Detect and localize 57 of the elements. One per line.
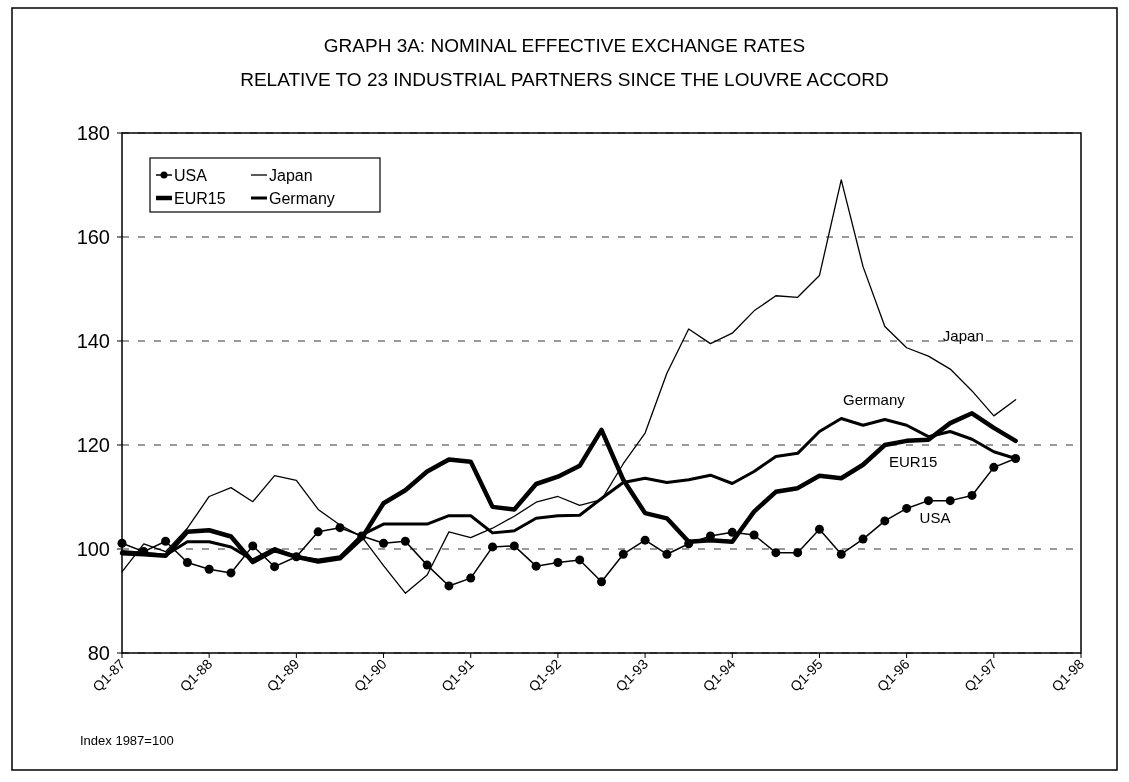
point — [880, 516, 890, 526]
point — [575, 555, 585, 565]
point — [182, 558, 192, 568]
point — [836, 549, 846, 559]
point — [989, 462, 999, 472]
chart-title: GRAPH 3A: NOMINAL EFFECTIVE EXCHANGE RATES — [323, 35, 806, 56]
legend-label: Germany — [269, 190, 335, 207]
point — [771, 548, 781, 558]
point — [597, 577, 606, 587]
point — [1011, 454, 1021, 464]
point — [509, 541, 519, 551]
point — [357, 531, 367, 541]
point — [270, 562, 280, 572]
text: USA — [919, 508, 951, 526]
y-tick-label: 100 — [76, 538, 110, 560]
point — [379, 538, 389, 548]
point — [488, 542, 498, 552]
point — [248, 541, 258, 551]
point — [531, 561, 541, 571]
point — [291, 552, 301, 562]
point — [902, 503, 912, 513]
text: Germany — [843, 391, 905, 409]
point — [553, 558, 563, 568]
point — [684, 539, 694, 549]
point — [161, 536, 171, 546]
legend-label: EUR15 — [174, 190, 226, 207]
point — [967, 490, 977, 500]
y-tick-label: 180 — [76, 122, 110, 144]
point — [335, 523, 345, 533]
chart-subtitle: RELATIVE TO 23 INDUSTRIAL PARTNERS SINCE THE LOUVRE ACCORD — [240, 69, 889, 90]
point — [117, 538, 127, 548]
point — [313, 527, 323, 537]
point — [793, 548, 803, 558]
point — [749, 530, 759, 540]
point — [444, 581, 454, 591]
y-tick-label: 80 — [87, 642, 110, 664]
point — [814, 524, 824, 534]
text: Index 1987=100 — [80, 733, 174, 748]
point — [226, 568, 236, 578]
point — [466, 573, 476, 583]
point — [618, 549, 628, 559]
point — [400, 536, 410, 546]
text: Japan — [942, 327, 984, 345]
point — [727, 527, 737, 537]
y-tick-label: 120 — [76, 434, 110, 456]
point — [204, 564, 214, 574]
legend-label: USA — [174, 167, 208, 184]
y-tick-label: 140 — [76, 330, 110, 352]
y-tick-label: 160 — [76, 226, 110, 248]
point — [640, 535, 650, 545]
text: EUR15 — [889, 452, 938, 470]
point — [422, 560, 432, 570]
legend-label: Japan — [269, 167, 313, 184]
point — [945, 496, 955, 506]
point — [923, 496, 933, 506]
point — [858, 534, 868, 544]
point — [662, 549, 672, 559]
